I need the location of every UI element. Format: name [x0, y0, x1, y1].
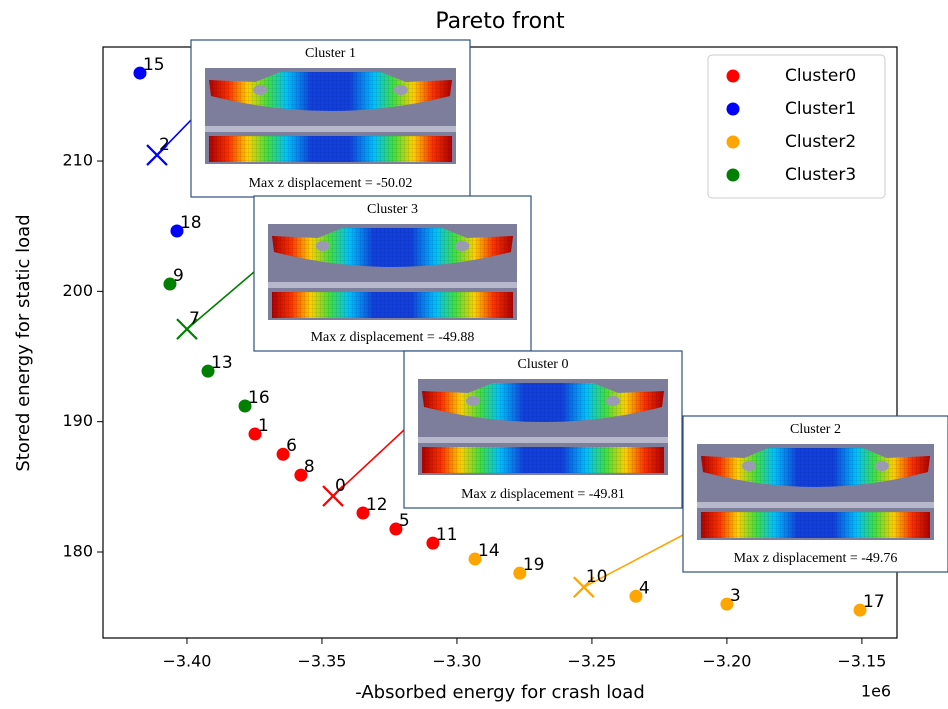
legend-label: Cluster0 [785, 66, 856, 86]
y-tick-label: 210 [62, 151, 93, 170]
inset-hole [466, 396, 480, 406]
inset-title: Cluster 2 [790, 422, 841, 437]
inset-hole [742, 461, 756, 471]
inset-caption: Max z displacement = -50.02 [249, 176, 413, 191]
inset-caption: Max z displacement = -49.76 [734, 551, 898, 566]
legend-marker [727, 70, 740, 83]
point-label: 1 [258, 416, 269, 436]
inset-hole [606, 396, 620, 406]
x-axis-label: -Absorbed energy for crash load [355, 682, 645, 703]
x-tick-label: −3.30 [432, 652, 481, 671]
x-tick-label: −3.25 [567, 652, 616, 671]
inset-hole [875, 461, 889, 471]
inset-image-band [418, 437, 668, 443]
point-label: 19 [523, 555, 545, 575]
inset-bar-mesh [209, 136, 452, 162]
x-tick-label: −3.20 [702, 652, 751, 671]
legend-marker [727, 103, 740, 116]
x-tick-label: −3.15 [837, 652, 886, 671]
legend-marker [727, 169, 740, 182]
point-label: 15 [143, 55, 165, 75]
centroid-label: 7 [189, 309, 200, 329]
inset-caption: Max z displacement = -49.81 [461, 487, 625, 502]
inset-image-band [697, 502, 934, 508]
inset-title: Cluster 0 [518, 357, 569, 372]
legend-label: Cluster3 [785, 165, 856, 185]
point-label: 16 [248, 388, 270, 408]
inset-bar-mesh [272, 292, 513, 318]
inset-title: Cluster 3 [367, 202, 418, 217]
x-tick-label: −3.40 [162, 652, 211, 671]
inset-hole [316, 241, 330, 251]
centroid-label: 2 [159, 135, 170, 155]
legend-label: Cluster2 [785, 132, 856, 152]
point-label: 18 [180, 213, 202, 233]
inset: Cluster 3 Max z displacement = -49.88 [254, 196, 531, 351]
point-label: 17 [863, 592, 885, 612]
inset: Cluster 1 Max z displacement = -50.02 [191, 40, 470, 197]
point-label: 5 [399, 511, 410, 531]
legend-marker [727, 136, 740, 149]
point-label: 12 [366, 495, 388, 515]
inset-title: Cluster 1 [305, 46, 356, 61]
point-label: 6 [286, 436, 297, 456]
point-label: 11 [436, 525, 458, 545]
centroid-label: 0 [335, 476, 346, 496]
y-tick-label: 200 [62, 281, 93, 300]
point-label: 8 [304, 457, 315, 477]
point-label: 14 [478, 541, 500, 561]
legend-label: Cluster1 [785, 99, 856, 119]
inset: Cluster 0 Max z displacement = -49.81 [404, 351, 682, 508]
inset-image-band [268, 282, 517, 288]
inset: Cluster 2 Max z displacement = -49.76 [683, 416, 948, 572]
x-offset-label: 1e6 [861, 682, 891, 701]
y-tick-label: 190 [62, 411, 93, 430]
inset-hole [455, 241, 469, 251]
centroid-label: 10 [586, 567, 608, 587]
point-label: 3 [730, 586, 741, 606]
x-tick-label: −3.35 [297, 652, 346, 671]
point-label: 4 [639, 578, 650, 598]
chart: Pareto front -Absorbed energy for crash … [0, 0, 948, 709]
y-axis-label: Stored energy for static load [13, 214, 34, 471]
inset-bar-mesh [422, 447, 664, 473]
point-label: 13 [211, 353, 233, 373]
chart-title: Pareto front [435, 9, 565, 34]
inset-image-band [205, 126, 456, 132]
inset-bar-mesh [701, 512, 930, 538]
y-tick-label: 180 [62, 541, 93, 560]
point-label: 9 [173, 266, 184, 286]
inset-hole [394, 85, 408, 95]
inset-caption: Max z displacement = -49.88 [311, 330, 475, 345]
inset-hole [253, 85, 267, 95]
